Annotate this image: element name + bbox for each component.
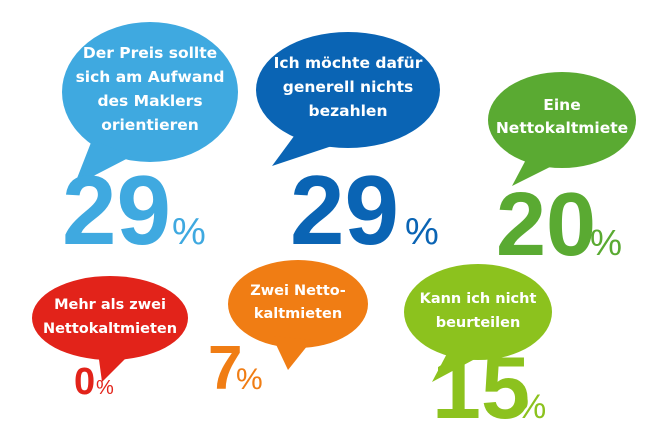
bubble-group-3: Eine Nettokaltmiete 20% bbox=[488, 72, 636, 275]
bubble-group-1: Der Preis sollte sich am Aufwand des Makle… bbox=[62, 22, 238, 265]
bubble-label-line: bezahlen bbox=[309, 102, 388, 120]
percentage-value: 7 bbox=[208, 334, 242, 403]
bubble-label: Mehr als zwei Nettokaltmieten bbox=[43, 297, 177, 337]
bubble-label-line: orientieren bbox=[101, 116, 199, 134]
bubble-label: Eine Nettokaltmiete bbox=[496, 96, 628, 137]
bubble-label-line: Mehr als zwei bbox=[54, 297, 166, 313]
speech-bubble-tail bbox=[272, 336, 312, 370]
bubble-group-6: Kann ich nicht beurteilen 15% bbox=[404, 264, 552, 432]
bubble-label-line: generell nichts bbox=[283, 78, 414, 96]
bubble-label-line: des Maklers bbox=[97, 92, 202, 110]
percentage-value: 0 bbox=[74, 361, 95, 403]
bubble-label: Ich möchte dafür generell nichts bezahlen bbox=[274, 54, 423, 120]
bubble-group-2: Ich möchte dafür generell nichts bezahlen 2… bbox=[256, 32, 440, 265]
percent-sign: % bbox=[96, 377, 114, 399]
percentage-value: 20 bbox=[496, 175, 596, 275]
bubble-label: Der Preis sollte sich am Aufwand des Makle… bbox=[76, 44, 225, 134]
bubble-label: Zwei Netto-kaltmieten bbox=[250, 283, 346, 322]
bubble-label-line: beurteilen bbox=[436, 315, 521, 331]
bubble-label: Kann ich nicht beurteilen bbox=[420, 291, 537, 331]
speech-bubble-tail bbox=[74, 140, 132, 186]
percentage-value: 29 bbox=[62, 155, 171, 265]
bubble-label-line: Nettokaltmiete bbox=[496, 119, 628, 137]
bubble-label-line: Ich möchte dafür bbox=[274, 54, 423, 72]
percentage-value: 15 bbox=[432, 338, 530, 432]
speech-bubble bbox=[404, 264, 552, 360]
percent-sign: % bbox=[172, 211, 206, 253]
bubble-label-line: Nettokaltmieten bbox=[43, 321, 177, 337]
bubble-group-4: Mehr als zwei Nettokaltmieten 0% bbox=[32, 276, 188, 403]
speech-bubble-tail bbox=[98, 352, 132, 382]
percent-sign: % bbox=[405, 211, 439, 253]
percent-sign: % bbox=[590, 222, 622, 263]
speech-bubble-tail bbox=[512, 152, 560, 186]
percent-sign: % bbox=[516, 388, 546, 426]
percentage-value: 29 bbox=[290, 155, 399, 265]
speech-bubble-tail bbox=[272, 128, 338, 166]
speech-bubble bbox=[488, 72, 636, 168]
bubble-label-line: Eine bbox=[543, 96, 580, 114]
bubble-label-line: kaltmieten bbox=[254, 306, 342, 322]
percent-sign: % bbox=[236, 363, 263, 396]
speech-bubble bbox=[228, 260, 368, 348]
bubble-label-line: sich am Aufwand bbox=[76, 68, 225, 86]
bubble-label-line: Zwei Netto- bbox=[250, 283, 346, 299]
speech-bubble bbox=[256, 32, 440, 148]
speech-bubble bbox=[32, 276, 188, 360]
speech-bubble bbox=[62, 22, 238, 162]
speech-bubble-tail bbox=[432, 344, 488, 382]
bubble-label-line: Der Preis sollte bbox=[83, 44, 217, 62]
bubble-label-line: Kann ich nicht bbox=[420, 291, 537, 307]
